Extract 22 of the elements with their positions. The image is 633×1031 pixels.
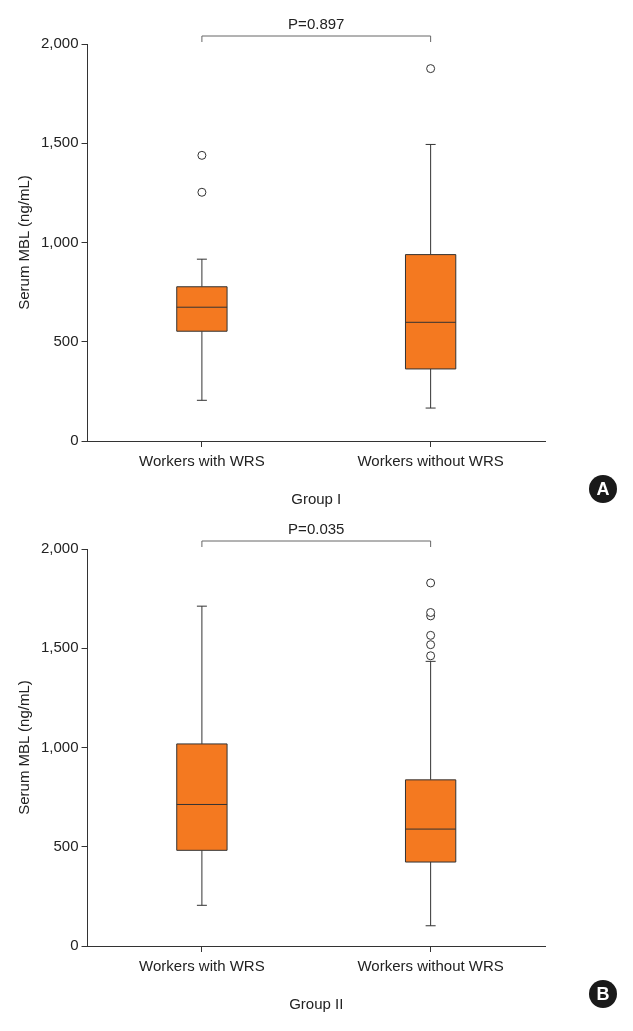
y-axis-title: Serum MBL (ng/mL) — [15, 175, 33, 310]
x-axis-title: Group II — [289, 995, 344, 1013]
y-axis-title: Serum MBL (ng/mL) — [15, 680, 33, 815]
y-tick-label: 2,000 — [40, 539, 79, 557]
y-tick-label: 1,000 — [40, 232, 79, 250]
y-tick-label: 0 — [70, 936, 79, 954]
x-tick-label: Workers without WRS — [357, 452, 504, 470]
y-tick-label: 2,000 — [40, 34, 79, 52]
y-tick-label: 500 — [53, 836, 79, 854]
x-tick-label: Workers with WRS — [139, 957, 265, 975]
x-tick-label: Workers without WRS — [357, 957, 504, 975]
text: A — [589, 475, 617, 503]
y-tick-label: 1,000 — [40, 737, 79, 755]
y-tick-label: 500 — [53, 331, 79, 349]
text: P=0.035 — [288, 519, 345, 537]
x-axis-title: Group I — [291, 490, 342, 508]
y-tick-label: 1,500 — [40, 638, 79, 656]
x-tick-label: Workers with WRS — [139, 452, 265, 470]
y-tick-label: 1,500 — [40, 133, 79, 151]
text: B — [589, 980, 617, 1008]
y-tick-label: 0 — [70, 431, 79, 449]
text: P=0.897 — [288, 14, 345, 32]
